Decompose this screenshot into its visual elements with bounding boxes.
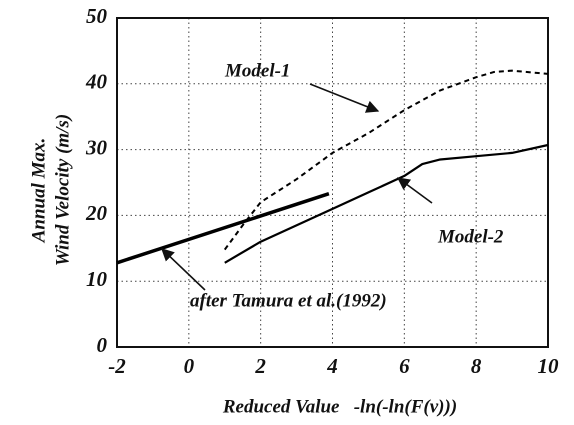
- series-label: Model-2: [437, 226, 504, 247]
- series-label: after Tamura et al.(1992): [190, 290, 387, 311]
- series-label: Model-1: [224, 60, 290, 81]
- x-tick-label: 0: [184, 354, 195, 378]
- x-tick-label: 8: [471, 354, 482, 378]
- y-tick-label: 40: [85, 70, 108, 94]
- x-axis-label: Reduced Value -ln(-ln(F(v))): [222, 396, 457, 417]
- line: [223, 69, 549, 251]
- y-tick-label: 0: [97, 333, 108, 357]
- arrow: [161, 248, 206, 291]
- x-tick-label: 10: [538, 354, 560, 378]
- y-tick-label: 50: [86, 4, 108, 28]
- y-tick-label: 10: [86, 267, 108, 291]
- y-tick-label: 20: [85, 201, 108, 225]
- plot-frame: [116, 17, 549, 348]
- y-axis-label: Wind Velocity (m/s): [52, 114, 73, 266]
- line: [116, 192, 330, 265]
- arrow: [396, 177, 433, 204]
- arrow: [309, 83, 380, 113]
- x-tick-label: 6: [399, 354, 410, 378]
- y-axis-label: Annual Max.: [28, 138, 49, 244]
- x-tick-label: 2: [254, 354, 266, 378]
- line: [224, 143, 549, 264]
- x-tick-label: 4: [326, 354, 338, 378]
- y-tick-label: 30: [85, 135, 108, 159]
- x-tick-label: -2: [108, 354, 126, 378]
